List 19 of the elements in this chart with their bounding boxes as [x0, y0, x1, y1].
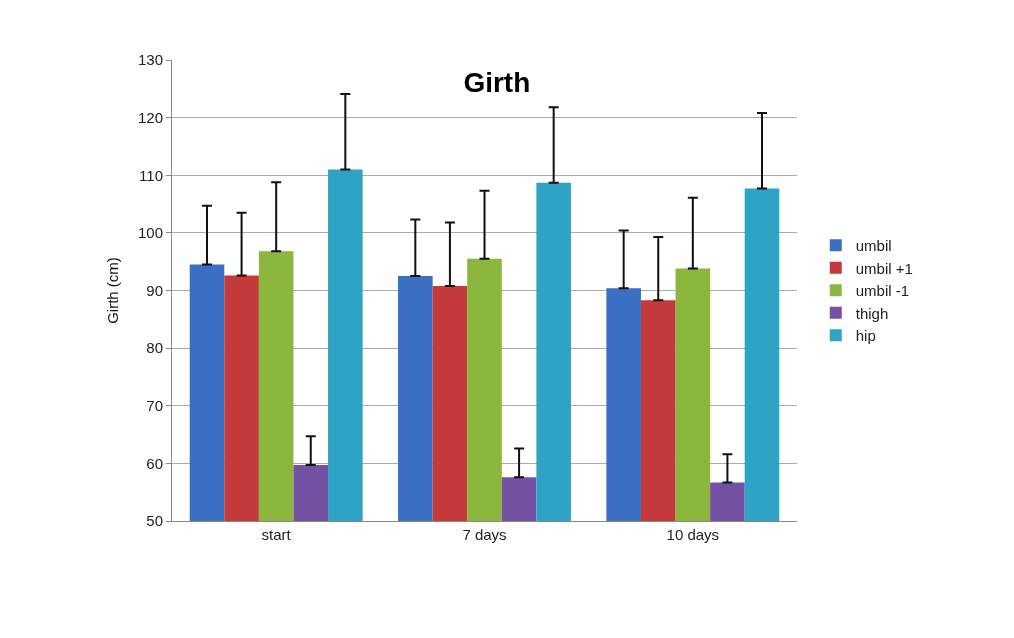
legend-label: thigh [855, 304, 889, 322]
y-tick-label: 120 [137, 108, 163, 126]
x-tick-label: 7 days [462, 526, 507, 543]
y-tick-label: 60 [146, 454, 163, 472]
legend-label: hip [855, 327, 876, 345]
y-tick-label: 130 [137, 51, 163, 69]
x-tick-label: start [261, 526, 292, 543]
y-tick-label: 80 [146, 339, 163, 357]
chart-title: Girth [463, 66, 531, 98]
legend-label: umbil -1 [855, 282, 910, 300]
x-tick-label: 10 days [666, 526, 720, 543]
y-tick-label: 90 [146, 281, 163, 299]
y-tick-label: 70 [146, 397, 163, 414]
y-tick-label: 110 [139, 166, 163, 184]
y-tick-label: 100 [137, 224, 163, 242]
legend-label: umbil [855, 237, 892, 255]
legend-label: umbil +1 [855, 259, 913, 277]
y-tick-label: 50 [146, 512, 163, 530]
y-axis-title: Girth (cm) [104, 257, 122, 324]
